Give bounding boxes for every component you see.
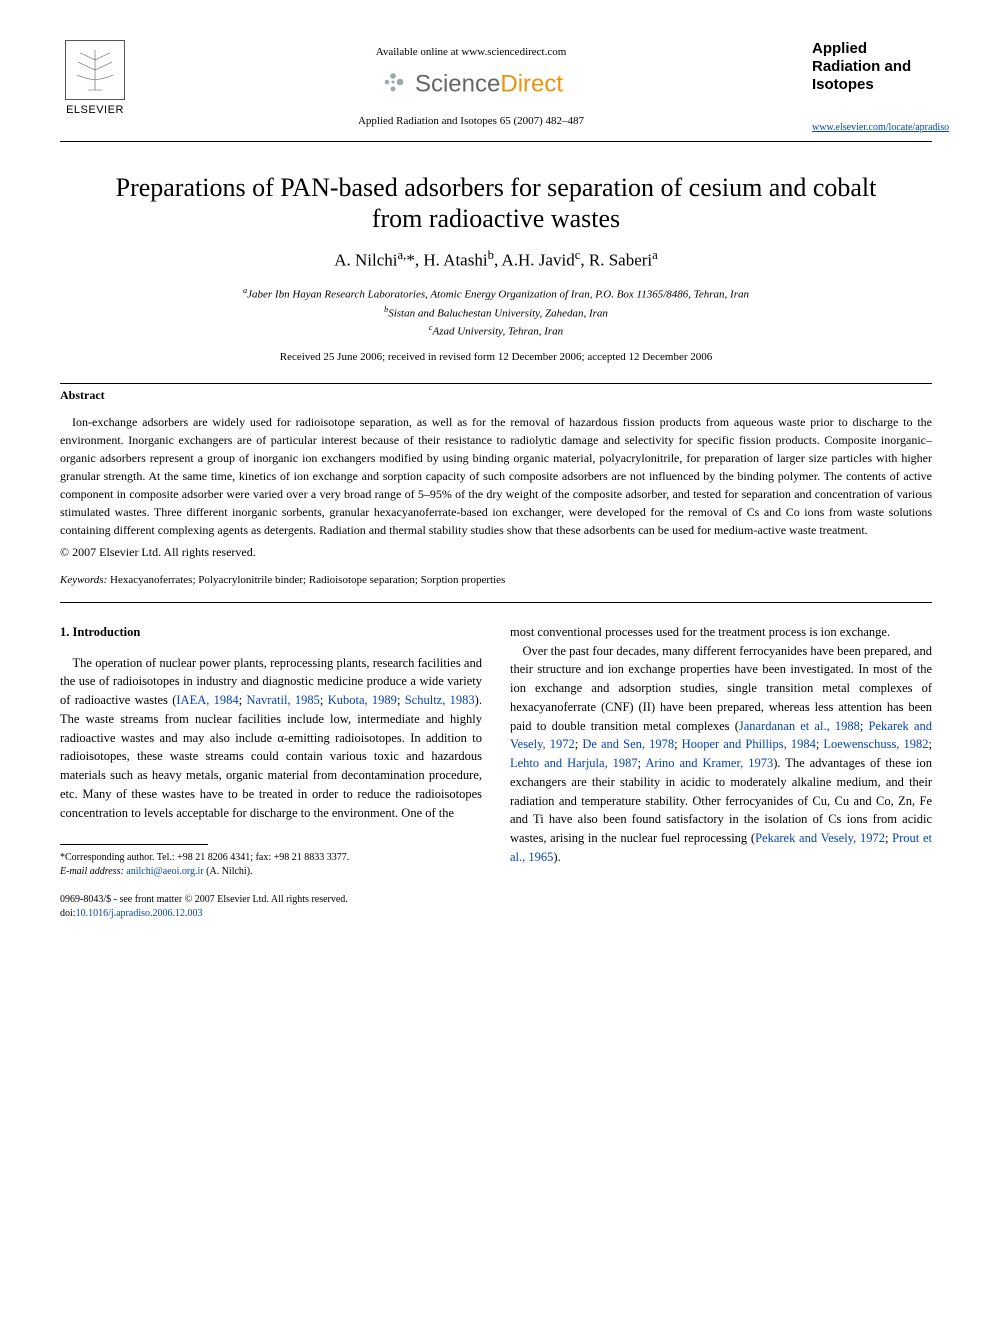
email-link[interactable]: anilchi@aeoi.org.ir	[124, 866, 204, 877]
header-row: ELSEVIER Available online at www.science…	[60, 40, 932, 133]
sciencedirect-logo: ScienceDirect	[130, 68, 812, 101]
front-matter-line: 0969-8043/$ - see front matter © 2007 El…	[60, 893, 482, 907]
citation-link[interactable]: Arino and Kramer, 1973	[645, 756, 773, 770]
citation-link[interactable]: Schultz, 1983	[405, 693, 475, 707]
abstract-body: Ion-exchange adsorbers are widely used f…	[60, 413, 932, 539]
text-run: ;	[929, 737, 932, 751]
citation-link[interactable]: Hooper and Phillips, 1984	[682, 737, 816, 751]
journal-box: Applied Radiation and Isotopes www.elsev…	[812, 40, 932, 133]
citation-link[interactable]: Janardanan et al., 1988	[739, 719, 860, 733]
citation-link[interactable]: Pekarek and Vesely, 1972	[755, 831, 885, 845]
email-name: (A. Nilchi).	[204, 866, 253, 877]
paragraph: The operation of nuclear power plants, r…	[60, 654, 482, 823]
citation-link[interactable]: De and Sen, 1978	[582, 737, 674, 751]
header-center: Available online at www.sciencedirect.co…	[130, 40, 812, 127]
author-list: A. Nilchia,*, H. Atashib, A.H. Javidc, R…	[60, 248, 932, 271]
citation-link[interactable]: Lehto and Harjula, 1987	[510, 756, 638, 770]
journal-link[interactable]: www.elsevier.com/locate/apradiso	[812, 122, 932, 133]
body-columns: 1. Introduction The operation of nuclear…	[60, 623, 932, 922]
sd-word-1: Science	[415, 71, 500, 98]
text-run: ;	[674, 737, 682, 751]
footnote-separator	[60, 844, 208, 845]
affiliations: aJaber Ibn Hayan Research Laboratories, …	[60, 285, 932, 341]
email-label: E-mail address:	[60, 866, 124, 877]
article-title: Preparations of PAN-based adsorbers for …	[100, 172, 892, 234]
doi-label: doi:	[60, 908, 76, 919]
citation-link[interactable]: Kubota, 1989	[328, 693, 397, 707]
article-dates: Received 25 June 2006; received in revis…	[60, 351, 932, 363]
divider	[60, 383, 932, 384]
keywords-label: Keywords:	[60, 574, 107, 586]
doi-link[interactable]: 10.1016/j.apradiso.2006.12.003	[76, 908, 203, 919]
paragraph: most conventional processes used for the…	[510, 623, 932, 642]
journal-name: Applied Radiation and Isotopes	[812, 40, 932, 94]
keywords-values: Hexacyanoferrates; Polyacrylonitrile bin…	[107, 574, 505, 586]
keywords-line: Keywords: Hexacyanoferrates; Polyacrylon…	[60, 574, 932, 586]
available-online-text: Available online at www.sciencedirect.co…	[130, 46, 812, 58]
section-heading: 1. Introduction	[60, 623, 482, 642]
sd-word-2: Direct	[500, 71, 563, 98]
column-right: most conventional processes used for the…	[510, 623, 932, 922]
text-run: ;	[320, 693, 328, 707]
email-line: E-mail address: anilchi@aeoi.org.ir (A. …	[60, 865, 482, 879]
text-run: ). The waste streams from nuclear facili…	[60, 693, 482, 820]
abstract-heading: Abstract	[60, 388, 932, 403]
paragraph: Over the past four decades, many differe…	[510, 642, 932, 867]
sd-dots-icon	[379, 68, 407, 101]
copyright-line: © 2007 Elsevier Ltd. All rights reserved…	[60, 545, 932, 560]
divider	[60, 141, 932, 142]
elsevier-label: ELSEVIER	[60, 104, 130, 116]
text-run: ).	[553, 850, 560, 864]
citation-link[interactable]: IAEA, 1984	[176, 693, 238, 707]
publisher-logo: ELSEVIER	[60, 40, 130, 116]
footer-block: 0969-8043/$ - see front matter © 2007 El…	[60, 893, 482, 921]
citation-text: Applied Radiation and Isotopes 65 (2007)…	[130, 115, 812, 127]
corresponding-author-note: *Corresponding author. Tel.: +98 21 8206…	[60, 851, 482, 865]
column-left: 1. Introduction The operation of nuclear…	[60, 623, 482, 922]
citation-link[interactable]: Navratil, 1985	[246, 693, 319, 707]
elsevier-tree-icon	[65, 40, 125, 100]
text-run: ;	[860, 719, 869, 733]
text-run: ;	[397, 693, 405, 707]
citation-link[interactable]: Loewenschuss, 1982	[823, 737, 928, 751]
sd-wordmark: ScienceDirect	[415, 71, 563, 98]
doi-line: doi:10.1016/j.apradiso.2006.12.003	[60, 907, 482, 921]
divider	[60, 602, 932, 603]
